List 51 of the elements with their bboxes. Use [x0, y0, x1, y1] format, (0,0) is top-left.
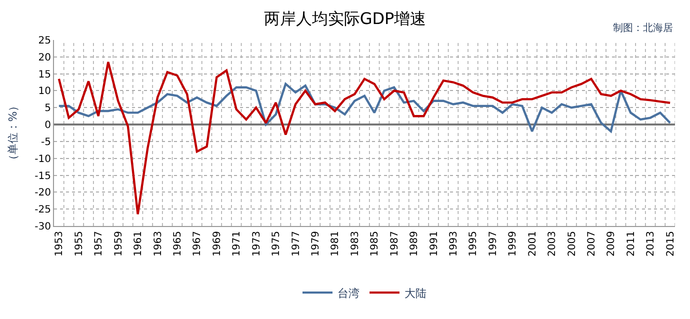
- legend-label: 大陆: [404, 286, 426, 300]
- y-tick-label: 20: [38, 52, 51, 64]
- x-tick-label: 1991: [428, 231, 440, 256]
- x-tick-label: 1955: [74, 231, 85, 256]
- x-tick-label: 1999: [508, 231, 519, 256]
- y-tick-label: -25: [34, 204, 51, 216]
- x-tick-label: 1973: [251, 231, 262, 256]
- x-tick-label: 1975: [271, 231, 282, 256]
- x-tick-label: 1965: [172, 231, 184, 256]
- x-tick-label: 1967: [192, 231, 204, 256]
- x-tick-label: 1957: [94, 231, 105, 256]
- x-tick-label: 1983: [350, 231, 361, 256]
- x-tick-label: 1985: [370, 231, 381, 256]
- y-tick-label: 0: [44, 120, 51, 132]
- x-tick-label: 1959: [113, 231, 124, 256]
- chart-title: 两岸人均实际GDP增速: [264, 8, 426, 28]
- y-tick-label: 5: [44, 103, 51, 114]
- legend-label: 台湾: [338, 286, 360, 300]
- x-tick-label: 2009: [606, 231, 618, 256]
- x-tick-label: 2005: [566, 231, 578, 256]
- line-series: [58, 60, 672, 216]
- x-tick-label: 1963: [152, 231, 164, 256]
- y-tick-label: -15: [34, 170, 51, 182]
- x-tick-label: 1989: [409, 231, 420, 256]
- x-tick-label: 1993: [448, 231, 460, 256]
- x-tick-label: 2001: [527, 231, 538, 256]
- x-tick-label: 1969: [212, 231, 223, 256]
- x-tick-label: 2013: [646, 231, 657, 256]
- y-tick-label: 25: [38, 36, 51, 46]
- y-tick-label: 10: [38, 86, 51, 98]
- line-series: [58, 82, 672, 132]
- x-tick-label: 1995: [468, 231, 480, 256]
- y-tick-label: -30: [34, 222, 51, 232]
- y-axis-title: （单位：%）: [6, 100, 20, 166]
- x-tick-label: 2007: [586, 231, 598, 256]
- x-tick-label: 1961: [133, 231, 144, 256]
- x-tick-label: 1997: [488, 231, 499, 256]
- x-tick-label: 1977: [290, 231, 302, 256]
- x-tick-label: 2015: [665, 231, 676, 256]
- x-tick-label: 1953: [54, 231, 66, 256]
- x-tick-label: 1987: [389, 231, 400, 256]
- y-tick-label: -5: [41, 136, 51, 148]
- text: 制图：北海居: [613, 22, 673, 34]
- x-tick-label: 1981: [330, 231, 342, 256]
- x-tick-label: 2003: [547, 231, 558, 256]
- y-tick-label: -20: [34, 188, 51, 199]
- x-tick-label: 1971: [232, 231, 243, 256]
- x-tick-label: 2011: [626, 231, 637, 256]
- y-tick-label: 15: [38, 69, 51, 80]
- x-tick-label: 1979: [310, 231, 322, 256]
- y-tick-label: -10: [34, 154, 51, 165]
